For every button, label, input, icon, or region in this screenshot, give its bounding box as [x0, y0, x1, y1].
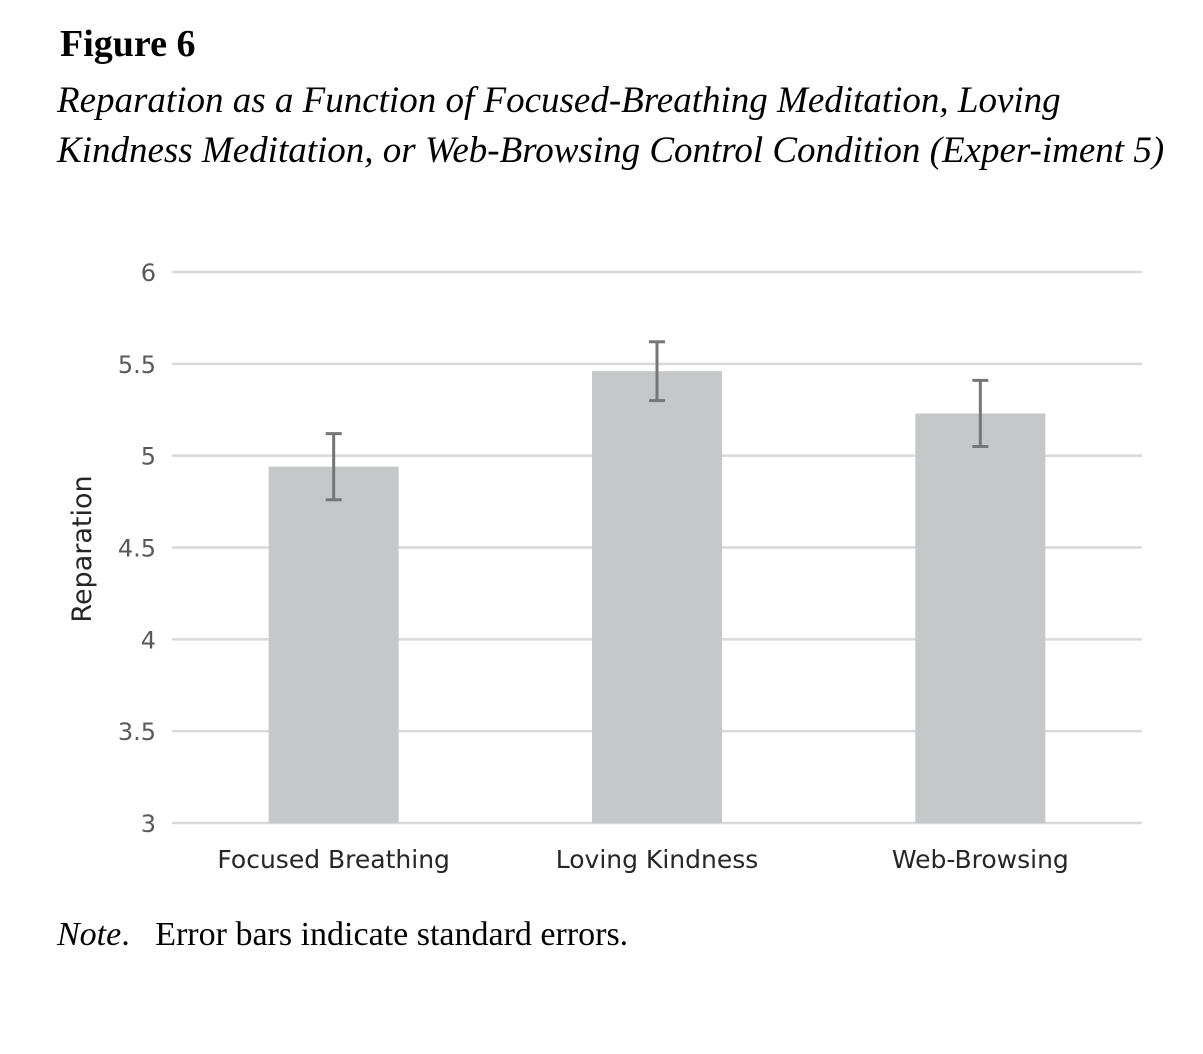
figure-title: Reparation as a Function of Focused-Brea…: [57, 76, 1167, 176]
note-text: . Error bars indicate standard errors.: [121, 916, 629, 953]
bar-focused-breathing: [268, 466, 399, 823]
y-tick-label: 4.5: [118, 535, 156, 563]
x-axis-labels: Focused Breathing Loving Kindness Web-Brow…: [217, 845, 1068, 874]
bar-loving-kindness: [592, 371, 722, 823]
note-label: Note: [57, 916, 122, 953]
x-tick-label: Web-Browsing: [892, 845, 1069, 874]
figure-label: Figure 6: [60, 23, 196, 65]
y-axis-label: Reparation: [67, 475, 98, 622]
figure-title-text: Reparation as a Function of Focused-Brea…: [57, 80, 1165, 171]
figure-note: Note. Error bars indicate standard error…: [57, 916, 628, 954]
error-bar: [325, 432, 342, 502]
error-bar: [972, 378, 989, 448]
error-bar: [649, 340, 665, 403]
chart-container: 3 3.5 4 4.5 5 5.5 6 Focused Breathing Loving Ki…: [0, 230, 1203, 900]
y-axis-ticks: 3 3.5 4 4.5 5 5.5 6: [118, 259, 156, 838]
y-tick-label: 5.5: [118, 351, 156, 379]
y-tick-label: 5: [141, 443, 156, 471]
bars: [268, 371, 1046, 823]
error-bars: [325, 340, 989, 502]
y-tick-label: 3.5: [118, 718, 156, 746]
y-tick-label: 3: [141, 810, 156, 838]
x-tick-label: Loving Kindness: [556, 845, 759, 874]
y-tick-label: 6: [141, 259, 156, 287]
bar-chart: 3 3.5 4 4.5 5 5.5 6 Focused Breathing Loving Ki…: [67, 259, 1142, 874]
bar-web-browsing: [915, 413, 1046, 823]
y-tick-label: 4: [141, 626, 156, 654]
x-tick-label: Focused Breathing: [217, 845, 449, 874]
